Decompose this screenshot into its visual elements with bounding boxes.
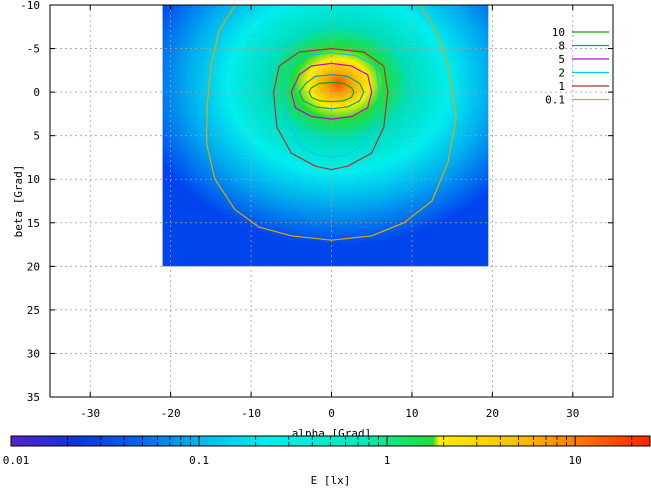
legend-label: 8: [558, 40, 565, 53]
y-tick-label: 20: [27, 260, 40, 273]
x-tick-label: -30: [80, 407, 100, 420]
x-tick-label: 20: [486, 407, 499, 420]
contour-1: [273, 47, 389, 171]
legend-label: 5: [558, 53, 565, 66]
colorbar-minor-ticks: [67, 436, 633, 446]
colorbar-ticks: 0.01 0.1 1 10: [3, 436, 582, 467]
x-tick-label: 0: [328, 407, 335, 420]
x-axis-ticks: -30 -20 -10 0 10 20 30: [80, 5, 579, 420]
legend-label: 2: [558, 67, 565, 80]
legend-label: 10: [552, 26, 565, 39]
colorbar-tick-label: 10: [569, 454, 582, 467]
y-tick-label: 25: [27, 304, 40, 317]
colorbar-tick-label: 1: [384, 454, 391, 467]
contour-0-1: [206, 5, 457, 241]
y-tick-label: -10: [20, 0, 40, 12]
legend-label: 1: [558, 80, 565, 93]
contour-lines: [206, 5, 457, 241]
x-tick-label: 10: [405, 407, 418, 420]
legend-label: 0.1: [545, 94, 565, 107]
contour-8: [298, 74, 365, 110]
x-tick-label: 30: [566, 407, 579, 420]
y-tick-label: 10: [27, 173, 40, 186]
y-tick-label: -5: [27, 43, 40, 56]
contour-10: [308, 81, 355, 103]
colorbar-label: E [lx]: [311, 474, 351, 486]
x-tick-label: -20: [161, 407, 181, 420]
y-tick-label: 0: [33, 86, 40, 99]
colorbar-tick-label: 0.01: [3, 454, 30, 467]
y-tick-label: 35: [27, 391, 40, 404]
contour-2: [282, 52, 381, 158]
y-tick-label: 15: [27, 217, 40, 230]
colorbar-tick-label: 0.1: [189, 454, 209, 467]
y-tick-label: 30: [27, 347, 40, 360]
x-tick-label: -10: [241, 407, 261, 420]
contour-5: [290, 62, 373, 120]
y-axis-label: beta [Grad]: [12, 165, 25, 238]
y-tick-label: 5: [33, 130, 40, 143]
